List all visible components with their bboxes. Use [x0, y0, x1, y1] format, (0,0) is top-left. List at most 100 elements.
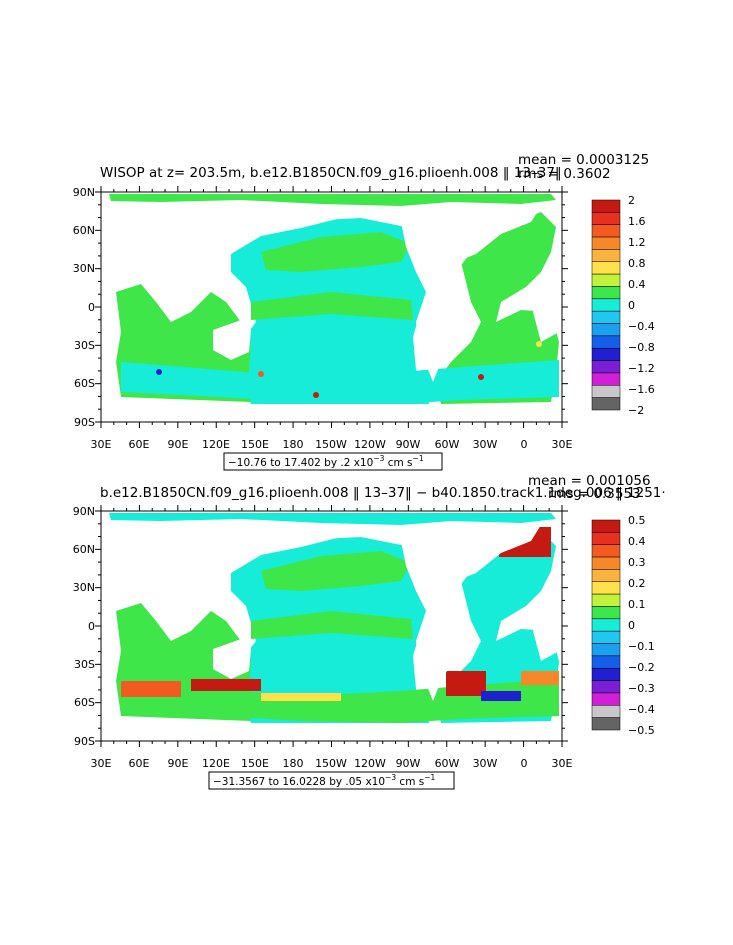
colorbar-swatch — [591, 655, 621, 669]
lon-label: 150E — [241, 438, 269, 451]
colorbar-label: 0.3 — [628, 556, 646, 569]
ocean-region-arctic — [109, 513, 556, 525]
colorbar-label: −1.6 — [628, 383, 655, 396]
colorbar-label: −0.2 — [628, 661, 655, 674]
colorbar-swatch — [591, 335, 621, 349]
colorbar-swatch — [591, 569, 621, 583]
colorbar-swatch — [591, 630, 621, 644]
lon-label: 150W — [315, 757, 347, 770]
lon-label: 150W — [315, 438, 347, 451]
colorbar-swatch — [591, 372, 621, 386]
lon-label: 120E — [202, 757, 230, 770]
colorbar-label: 0.4 — [628, 278, 646, 291]
colorbar-label: 2 — [628, 194, 635, 207]
lon-label: 30W — [473, 757, 498, 770]
ocean-region-equatorial — [251, 611, 413, 639]
colorbar-label: 1.2 — [628, 236, 646, 249]
ocean-region-atlantic — [436, 212, 559, 404]
colorbar-swatch — [591, 261, 621, 275]
lon-label: 120E — [202, 438, 230, 451]
range-note: −10.76 to 17.402 by .2 x10−3 cm s−1 — [223, 452, 443, 471]
lat-label: 60N — [73, 224, 95, 237]
map-plot — [95, 186, 568, 428]
colorbar-swatch — [591, 298, 621, 312]
colorbar-label: −2 — [628, 404, 644, 417]
colorbar-swatch — [591, 556, 621, 570]
figure-panel-bottom: b.e12.B1850CN.f09_g16.plioenh.008 ‖ 13–3… — [73, 473, 666, 790]
ocean-field — [109, 513, 559, 726]
range-note-text: −10.76 to 17.402 by .2 x10−3 cm s−1 — [228, 454, 424, 469]
colorbar-swatch — [591, 310, 621, 324]
lat-label: 60S — [74, 696, 95, 709]
panel-title: b.e12.B1850CN.f09_g16.plioenh.008 ‖ 13–3… — [100, 485, 666, 501]
colorbar-swatch — [591, 212, 621, 225]
land-africa — [533, 272, 559, 342]
colorbar-swatch — [591, 273, 621, 287]
panel-title: WISOP at z= 203.5m, b.e12.B1850CN.f09_g1… — [100, 165, 562, 181]
lat-label: 30N — [73, 581, 95, 594]
lon-label: 120W — [354, 757, 386, 770]
range-note-box — [208, 771, 455, 790]
colorbar: 0.5 0.4 0.3 0.2 0.1 0 −0.1 −0.2 −0.3 −0.4 −0.5 — [591, 514, 655, 737]
colorbar-swatch — [591, 581, 621, 595]
lon-label: 60W — [435, 438, 460, 451]
stat-mean: mean = 0.0003125 — [518, 152, 649, 168]
stat-rms: rms = 0.3602 — [518, 166, 611, 182]
colorbar-label: −0.1 — [628, 640, 655, 653]
colorbar-swatch — [591, 606, 621, 620]
colorbar-swatch — [591, 286, 621, 300]
lon-label: 90E — [168, 757, 189, 770]
ocean-region-equatorial — [251, 292, 413, 320]
colorbar-label: 0.5 — [628, 514, 646, 527]
colorbar-label: 0.4 — [628, 535, 646, 548]
axis-ticks — [95, 186, 568, 428]
range-note-text: −31.3567 to 16.0228 by .05 x10−3 cm s−1 — [213, 773, 436, 788]
colorbar-swatch — [591, 249, 621, 263]
colorbar-swatch — [591, 717, 621, 731]
lon-label: 30E — [552, 438, 573, 451]
ocean-field — [109, 194, 559, 407]
colorbar-label: −0.4 — [628, 320, 655, 333]
stat-rms: rms = 0.3553 — [548, 486, 641, 502]
lat-label: 90S — [74, 735, 95, 748]
lat-label: 60S — [74, 377, 95, 390]
lon-label: 120W — [354, 438, 386, 451]
lon-label: 60W — [435, 757, 460, 770]
stat-mean: mean = 0.001056 — [528, 473, 651, 489]
colorbar-swatch — [591, 236, 621, 250]
colorbar-label: 0.1 — [628, 598, 646, 611]
land-antarctica — [101, 404, 562, 422]
lon-label: 30E — [91, 757, 112, 770]
lon-label: 90W — [396, 757, 421, 770]
lat-label: 0 — [88, 301, 95, 314]
colorbar-label: −0.8 — [628, 341, 655, 354]
continents — [101, 206, 562, 422]
lat-label: 30S — [74, 658, 95, 671]
continents — [101, 525, 562, 741]
colorbar-swatch — [591, 360, 621, 374]
colorbar-label: −1.2 — [628, 362, 655, 375]
colorbar-swatch — [591, 593, 621, 607]
land-americas — [401, 222, 471, 382]
map-plot — [95, 505, 568, 747]
colorbar-swatch — [591, 692, 621, 706]
lon-label: 180 — [283, 438, 304, 451]
figure-panel-top: WISOP at z= 203.5m, b.e12.B1850CN.f09_g1… — [73, 152, 655, 471]
ocean-region-npacific — [261, 551, 411, 591]
lon-axis: 30E 60E 90E 120E 150E 180 150W 120W 90W … — [91, 438, 573, 451]
lat-label: 90N — [73, 186, 95, 199]
lat-label: 0 — [88, 620, 95, 633]
lon-label: 180 — [283, 757, 304, 770]
colorbar-label: −0.4 — [628, 703, 655, 716]
ocean-region-npacific — [261, 232, 411, 272]
lat-axis: 90N 60N 30N 0 30S 60S 90S — [73, 186, 95, 429]
ocean-region-arctic — [109, 194, 556, 206]
colorbar-swatch — [591, 385, 621, 398]
lat-label: 90N — [73, 505, 95, 518]
colorbar-label: 0.8 — [628, 257, 646, 270]
colorbar-swatch — [591, 532, 621, 545]
colorbar-label: 0.2 — [628, 577, 646, 590]
colorbar-swatch — [591, 224, 621, 238]
colorbar-swatch — [591, 397, 621, 411]
colorbar-label: −0.5 — [628, 724, 655, 737]
